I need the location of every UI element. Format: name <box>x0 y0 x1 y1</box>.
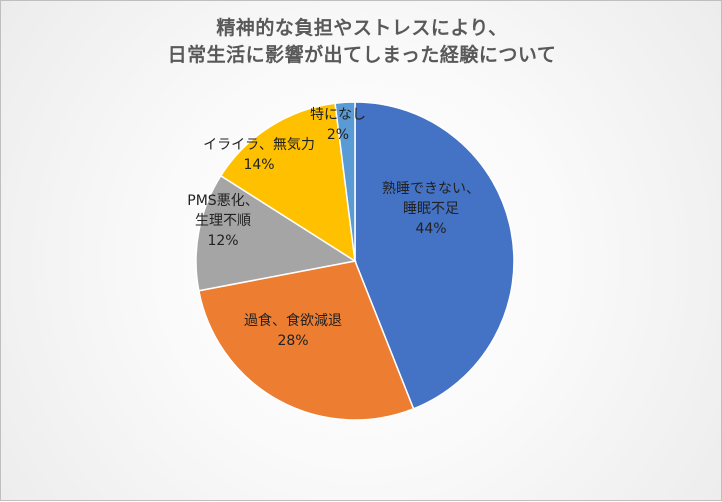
slice-category-1-line-2: 睡眠不足 <box>403 201 459 217</box>
slice-percent-3: 12% <box>207 233 238 249</box>
slice-category-3-line-2: 生理不順 <box>195 213 251 229</box>
slice-category-4-line-1: イライラ、無気力 <box>203 137 315 153</box>
slice-category-2-line-1: 過食、食欲減退 <box>244 312 342 329</box>
slice-label-1: 熟睡できない、睡眠不足 44% <box>382 181 480 237</box>
pie-slice-5 <box>334 101 356 262</box>
chart-title-line-2: 日常生活に影響が出てしまった経験について <box>167 44 557 66</box>
slice-percent-4: 14% <box>243 157 274 173</box>
slice-label-2: 過食、食欲減退 28% <box>244 312 342 349</box>
pie-slice-4 <box>219 102 356 263</box>
slice-label-4: イライラ、無気力 14% <box>203 137 315 173</box>
pie-slice-1 <box>354 101 515 410</box>
slice-label-5: 特になし 2% <box>310 107 366 143</box>
slice-category-5-line-1: 特になし <box>310 107 366 123</box>
slice-category-3-line-1: PMS悪化、 <box>187 193 258 209</box>
slice-percent-2: 28% <box>277 333 308 349</box>
slice-label-3: PMS悪化、生理不順 12% <box>187 193 258 249</box>
pie-slice-2 <box>197 260 415 421</box>
chart-title: 精神的な負担やストレスにより、 日常生活に影響が出てしまった経験について <box>1 15 722 69</box>
slice-percent-5: 2% <box>327 127 349 143</box>
chart-title-line-1: 精神的な負担やストレスにより、 <box>216 17 508 39</box>
pie-slice-3 <box>195 174 358 292</box>
slice-percent-1: 44% <box>415 221 446 237</box>
slice-category-1-line-1: 熟睡できない、 <box>382 181 480 197</box>
